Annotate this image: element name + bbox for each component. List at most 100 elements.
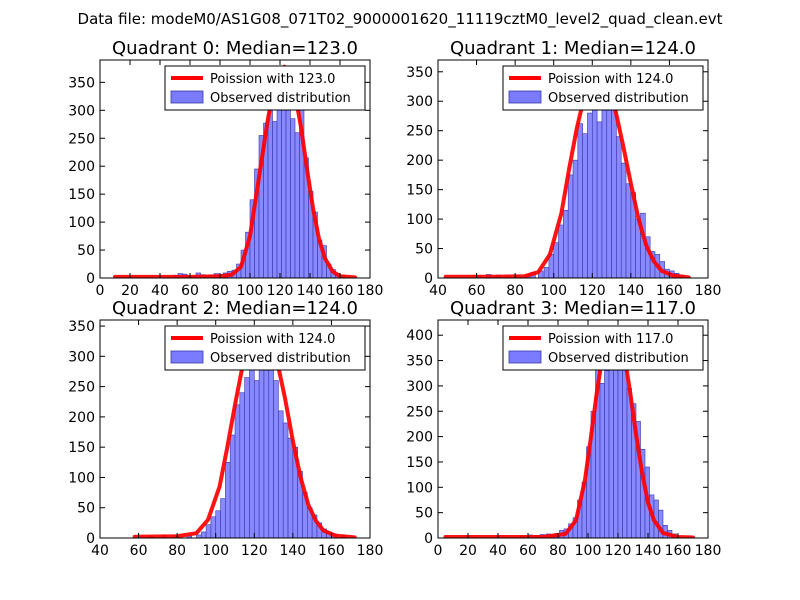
legend: Poission with 117.0 Observed distribution (502, 325, 704, 371)
y-tick-label: 150 (68, 440, 95, 456)
x-tick-label: 20 (459, 543, 477, 559)
panel-title: Quadrant 1: Median=124.0 (450, 38, 696, 59)
histogram-bar (253, 380, 260, 538)
plot-area (132, 327, 357, 538)
y-tick-label: 250 (68, 131, 95, 147)
axes-frame (437, 59, 709, 279)
y-tick-label: 250 (406, 404, 433, 420)
y-tick-label: 50 (77, 243, 95, 259)
y-tick-label: 350 (406, 65, 433, 81)
y-tick-label: 350 (406, 354, 433, 370)
legend-bar-label: Observed distribution (548, 351, 689, 366)
y-tick-label: 200 (68, 410, 95, 426)
histogram-bar (285, 98, 291, 278)
histogram-bar (273, 380, 279, 538)
y-tick-label: 150 (68, 187, 95, 203)
histogram-bar (268, 356, 274, 538)
x-tick-label: 140 (279, 543, 306, 559)
histogram-bar (249, 356, 255, 538)
histogram-bar (205, 524, 212, 538)
histogram-bar (591, 100, 598, 278)
y-tick-label: 100 (406, 212, 433, 228)
x-tick-label: 180 (695, 543, 722, 559)
legend-line-label: Poission with 117.0 (548, 332, 673, 347)
histogram-bar (596, 121, 603, 278)
x-tick-label: 140 (617, 283, 644, 299)
panels: Quadrant 0: Median=123.00 20 40 60 80 100 120 1… (68, 38, 721, 559)
x-tick-label: 40 (429, 283, 447, 299)
y-tick-label: 100 (68, 215, 95, 231)
histogram-bar (290, 118, 296, 278)
panel-quadrant-1: Quadrant 1: Median=124.0 40 60 80 100 120 140 1… (406, 38, 721, 299)
x-tick-label: 0 (434, 543, 443, 559)
y-tick-label: 0 (424, 271, 433, 287)
x-tick-label: 160 (665, 543, 692, 559)
y-tick-label: 0 (86, 271, 95, 287)
x-tick-label: 100 (575, 543, 602, 559)
x-tick-label: 160 (656, 283, 683, 299)
x-tick-label: 120 (241, 543, 268, 559)
x-tick-label: 160 (318, 543, 345, 559)
histogram-bar (616, 136, 622, 278)
x-tick-label: 120 (267, 283, 294, 299)
y-tick-label: 200 (406, 430, 433, 446)
histogram-bar (553, 242, 559, 278)
histogram-bar (263, 343, 270, 538)
histogram-bar (572, 159, 579, 278)
y-tick-label: 200 (406, 153, 433, 169)
histogram-bar (622, 357, 628, 538)
y-tick-label: 300 (68, 103, 95, 119)
histogram-bar (613, 342, 619, 538)
histogram-bar (200, 531, 207, 538)
x-tick-label: 120 (579, 283, 606, 299)
x-tick-label: 60 (130, 543, 148, 559)
legend-bar-swatch (508, 350, 542, 364)
y-tick-label: 250 (406, 124, 433, 140)
figure-title: Data file: modeM0/AS1G08_071T02_90000016… (78, 10, 723, 29)
histogram-bar (543, 267, 550, 278)
y-tick-label: 150 (406, 455, 433, 471)
panel-quadrant-3: Quadrant 3: Median=117.00 20 40 60 80 100 120 1… (406, 298, 721, 559)
y-tick-label: 100 (68, 470, 95, 486)
y-tick-label: 50 (415, 506, 433, 522)
x-tick-label: 80 (168, 543, 186, 559)
axes-frame (99, 319, 371, 539)
x-tick-label: 0 (96, 283, 105, 299)
histogram-bar (599, 383, 605, 538)
y-tick-label: 100 (406, 480, 433, 496)
axes-frame (437, 319, 709, 539)
y-tick-label: 400 (406, 328, 433, 344)
legend-line-label: Poission with 124.0 (548, 72, 673, 87)
x-tick-label: 140 (297, 283, 324, 299)
histogram-bar (558, 224, 564, 278)
histogram-bar (287, 437, 294, 538)
legend: Poission with 124.0 Observed distribution (502, 65, 704, 111)
histogram-bar (601, 89, 608, 278)
plot-area (443, 72, 691, 278)
histogram-bar (239, 392, 245, 538)
histogram-bar (244, 377, 250, 538)
histogram-bar (567, 174, 574, 278)
histogram-bar (620, 162, 627, 278)
legend-line-label: Poission with 123.0 (210, 72, 335, 87)
histogram-bar (278, 410, 284, 538)
y-tick-label: 300 (68, 349, 95, 365)
legend-bar-label: Observed distribution (210, 351, 351, 366)
x-tick-label: 160 (327, 283, 354, 299)
legend: Poission with 123.0 Observed distribution (164, 65, 366, 111)
axes-frame (99, 59, 371, 279)
x-tick-label: 100 (202, 543, 229, 559)
x-tick-label: 60 (519, 543, 537, 559)
histogram-bar (582, 133, 588, 278)
y-tick-label: 50 (77, 501, 95, 517)
x-tick-label: 20 (121, 283, 139, 299)
y-tick-label: 300 (406, 94, 433, 110)
x-tick-label: 180 (357, 283, 384, 299)
y-tick-label: 150 (406, 183, 433, 199)
histogram-bar (294, 132, 300, 278)
x-tick-label: 100 (540, 283, 567, 299)
histogram-bar (215, 510, 221, 538)
legend: Poission with 124.0 Observed distribution (164, 325, 366, 371)
histogram-bar (282, 422, 289, 538)
histogram-bar (604, 370, 610, 538)
